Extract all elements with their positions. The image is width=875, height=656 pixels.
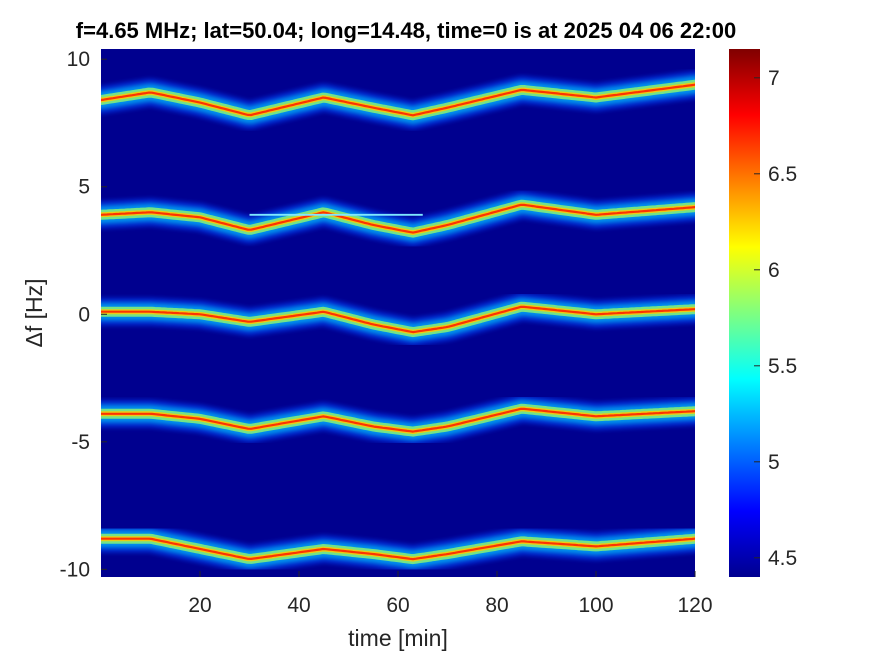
chart-title: f=4.65 MHz; lat=50.04; long=14.48, time=…	[76, 18, 736, 43]
signal-trace	[101, 70, 695, 130]
colorbar	[729, 49, 760, 577]
colorbar-tick-label: 4.5	[768, 547, 797, 570]
y-tick-label: -10	[60, 558, 90, 581]
colorbar-tick-label: 5.5	[768, 355, 797, 378]
trace-layer	[101, 305, 695, 334]
x-tick-label: 120	[677, 594, 712, 617]
x-tick-label: 20	[188, 594, 211, 617]
x-tick-label: 40	[287, 594, 310, 617]
x-axis-label: time [min]	[348, 625, 448, 651]
trace-layer	[101, 407, 695, 433]
x-axis-ticks: 20 40 60 80 100 120	[188, 571, 713, 617]
colorbar-tick-label: 7	[768, 67, 780, 90]
y-axis-label: Δf [Hz]	[21, 278, 47, 347]
trace-layer	[101, 537, 695, 561]
trace-layer	[101, 83, 695, 117]
trace-layer	[101, 203, 695, 234]
signal-traces	[101, 70, 695, 574]
colorbar-tick-label: 6.5	[768, 163, 797, 186]
colorbar-tick-label: 6	[768, 259, 780, 282]
signal-trace	[101, 190, 695, 247]
y-tick-label: 0	[78, 303, 90, 326]
colorbar-ticks: 7 6.5 6 5.5 5 4.5	[754, 67, 797, 570]
signal-trace	[101, 524, 695, 574]
y-axis-ticks: 10 5 0 -5 -10	[60, 48, 107, 581]
signal-trace	[101, 292, 695, 347]
y-tick-label: -5	[71, 431, 90, 454]
x-tick-label: 80	[485, 594, 508, 617]
x-tick-label: 60	[386, 594, 409, 617]
y-tick-label: 5	[78, 176, 90, 199]
y-tick-label: 10	[67, 48, 90, 71]
signal-trace	[101, 394, 695, 446]
colorbar-tick-label: 5	[768, 451, 780, 474]
x-tick-label: 100	[578, 594, 613, 617]
